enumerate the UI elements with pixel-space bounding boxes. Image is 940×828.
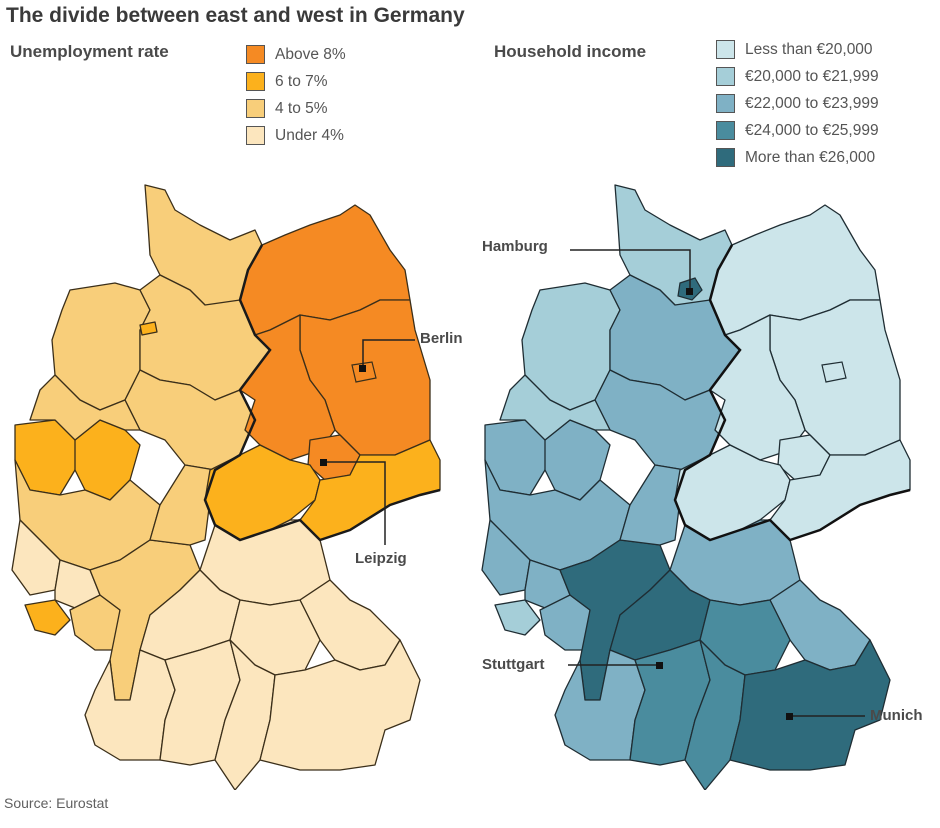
- legend-label: Less than €20,000: [745, 40, 873, 58]
- income-legend-title: Household income: [494, 42, 647, 61]
- legend-swatch: [716, 121, 735, 140]
- legend-item: €24,000 to €25,999: [716, 117, 879, 144]
- legend-swatch: [246, 45, 265, 64]
- legend-item: Above 8%: [246, 41, 346, 68]
- legend-label: €22,000 to €23,999: [745, 94, 879, 112]
- city-label-stuttgart: Stuttgart: [482, 656, 545, 673]
- legend-label: More than €26,000: [745, 148, 876, 166]
- city-label-munich: Munich: [870, 707, 923, 724]
- income-map: [481, 184, 911, 790]
- legend-label: Above 8%: [275, 45, 346, 63]
- legend-swatch: [246, 126, 265, 145]
- legend-label: 4 to 5%: [275, 99, 328, 117]
- legend-item: 6 to 7%: [246, 68, 346, 95]
- legend-swatch: [246, 99, 265, 118]
- legend-swatch: [716, 67, 735, 86]
- legend-item: More than €26,000: [716, 144, 879, 171]
- legend-swatch: [716, 94, 735, 113]
- legend-swatch: [716, 148, 735, 167]
- legend-item: Less than €20,000: [716, 36, 879, 63]
- city-label-hamburg: Hamburg: [482, 238, 548, 255]
- legend-label: Under 4%: [275, 126, 344, 144]
- source-note: Source: Eurostat: [4, 795, 109, 811]
- legend-label: €20,000 to €21,999: [745, 67, 879, 85]
- city-label-berlin: Berlin: [420, 330, 463, 347]
- chart-title: The divide between east and west in Germ…: [6, 4, 465, 27]
- city-label-leipzig: Leipzig: [355, 550, 407, 567]
- legend-label: €24,000 to €25,999: [745, 121, 879, 139]
- legend-item: €20,000 to €21,999: [716, 63, 879, 90]
- income-legend: Less than €20,000 €20,000 to €21,999 €22…: [716, 36, 879, 171]
- legend-item: 4 to 5%: [246, 95, 346, 122]
- unemployment-legend: Above 8% 6 to 7% 4 to 5% Under 4%: [246, 41, 346, 149]
- unemployment-map: [11, 184, 441, 790]
- legend-swatch: [716, 40, 735, 59]
- legend-item: €22,000 to €23,999: [716, 90, 879, 117]
- legend-swatch: [246, 72, 265, 91]
- legend-item: Under 4%: [246, 122, 346, 149]
- legend-label: 6 to 7%: [275, 72, 328, 90]
- unemployment-legend-title: Unemployment rate: [10, 42, 169, 61]
